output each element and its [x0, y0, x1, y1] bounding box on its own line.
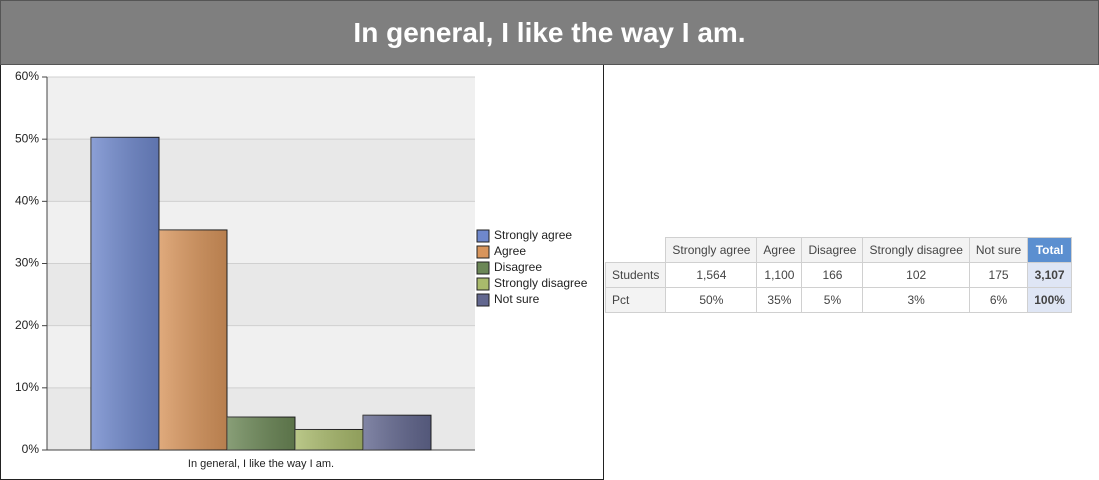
bar [362, 414, 432, 451]
header-title: In general, I like the way I am. [0, 0, 1099, 65]
legend-label: Not sure [494, 292, 540, 306]
legend-label: Strongly disagree [494, 276, 588, 290]
column-header: Agree [756, 237, 803, 263]
bar [294, 428, 364, 451]
legend-swatch [476, 261, 490, 275]
table-row: Pct 50% 35% 5% 3% 6% 100% [604, 287, 1072, 313]
table-cell: 1,564 [665, 262, 758, 288]
column-header: Disagree [801, 237, 864, 263]
table-cell: 1,100 [756, 262, 803, 288]
row-label: Students [604, 262, 667, 288]
table-cell: 3% [862, 287, 970, 313]
y-tick-label: 0% [22, 442, 40, 456]
table-header-row: Strongly agree Agree Disagree Strongly disa… [604, 237, 1072, 263]
bar [158, 229, 228, 451]
y-tick-label: 50% [15, 131, 39, 145]
column-header: Strongly disagree [862, 237, 970, 263]
column-header: Total [1027, 237, 1072, 263]
bar [90, 136, 160, 451]
table-cell: 50% [665, 287, 758, 313]
table-cell: 175 [968, 262, 1029, 288]
table-cell: 5% [801, 287, 864, 313]
row-label: Pct [604, 287, 667, 313]
legend-swatch [476, 245, 490, 259]
legend-swatch [476, 229, 490, 243]
table-row: Students 1,564 1,100 166 102 175 3,107 [604, 262, 1072, 288]
y-tick-label: 10% [15, 380, 39, 394]
column-header: Strongly agree [665, 237, 758, 263]
y-tick-label: 20% [15, 318, 39, 332]
table-cell: 35% [756, 287, 803, 313]
corner-cell [604, 237, 667, 263]
legend-label: Strongly agree [494, 228, 572, 242]
table-cell: 102 [862, 262, 970, 288]
y-tick-label: 30% [15, 256, 39, 270]
table-cell: 3,107 [1027, 262, 1072, 288]
table-cell: 6% [968, 287, 1029, 313]
y-tick-label: 60% [15, 69, 39, 83]
bar [226, 416, 296, 451]
legend-label: Agree [494, 244, 526, 258]
legend-swatch [476, 293, 490, 307]
table-cell: 100% [1027, 287, 1072, 313]
legend-label: Disagree [494, 260, 542, 274]
y-tick-label: 40% [15, 194, 39, 208]
x-tick-label: In general, I like the way I am. [188, 458, 334, 470]
legend-swatch [476, 277, 490, 291]
table-cell: 166 [801, 262, 864, 288]
data-table: Strongly agree Agree Disagree Strongly disa… [604, 237, 1072, 313]
plot-band [47, 77, 475, 140]
column-header: Not sure [968, 237, 1029, 263]
